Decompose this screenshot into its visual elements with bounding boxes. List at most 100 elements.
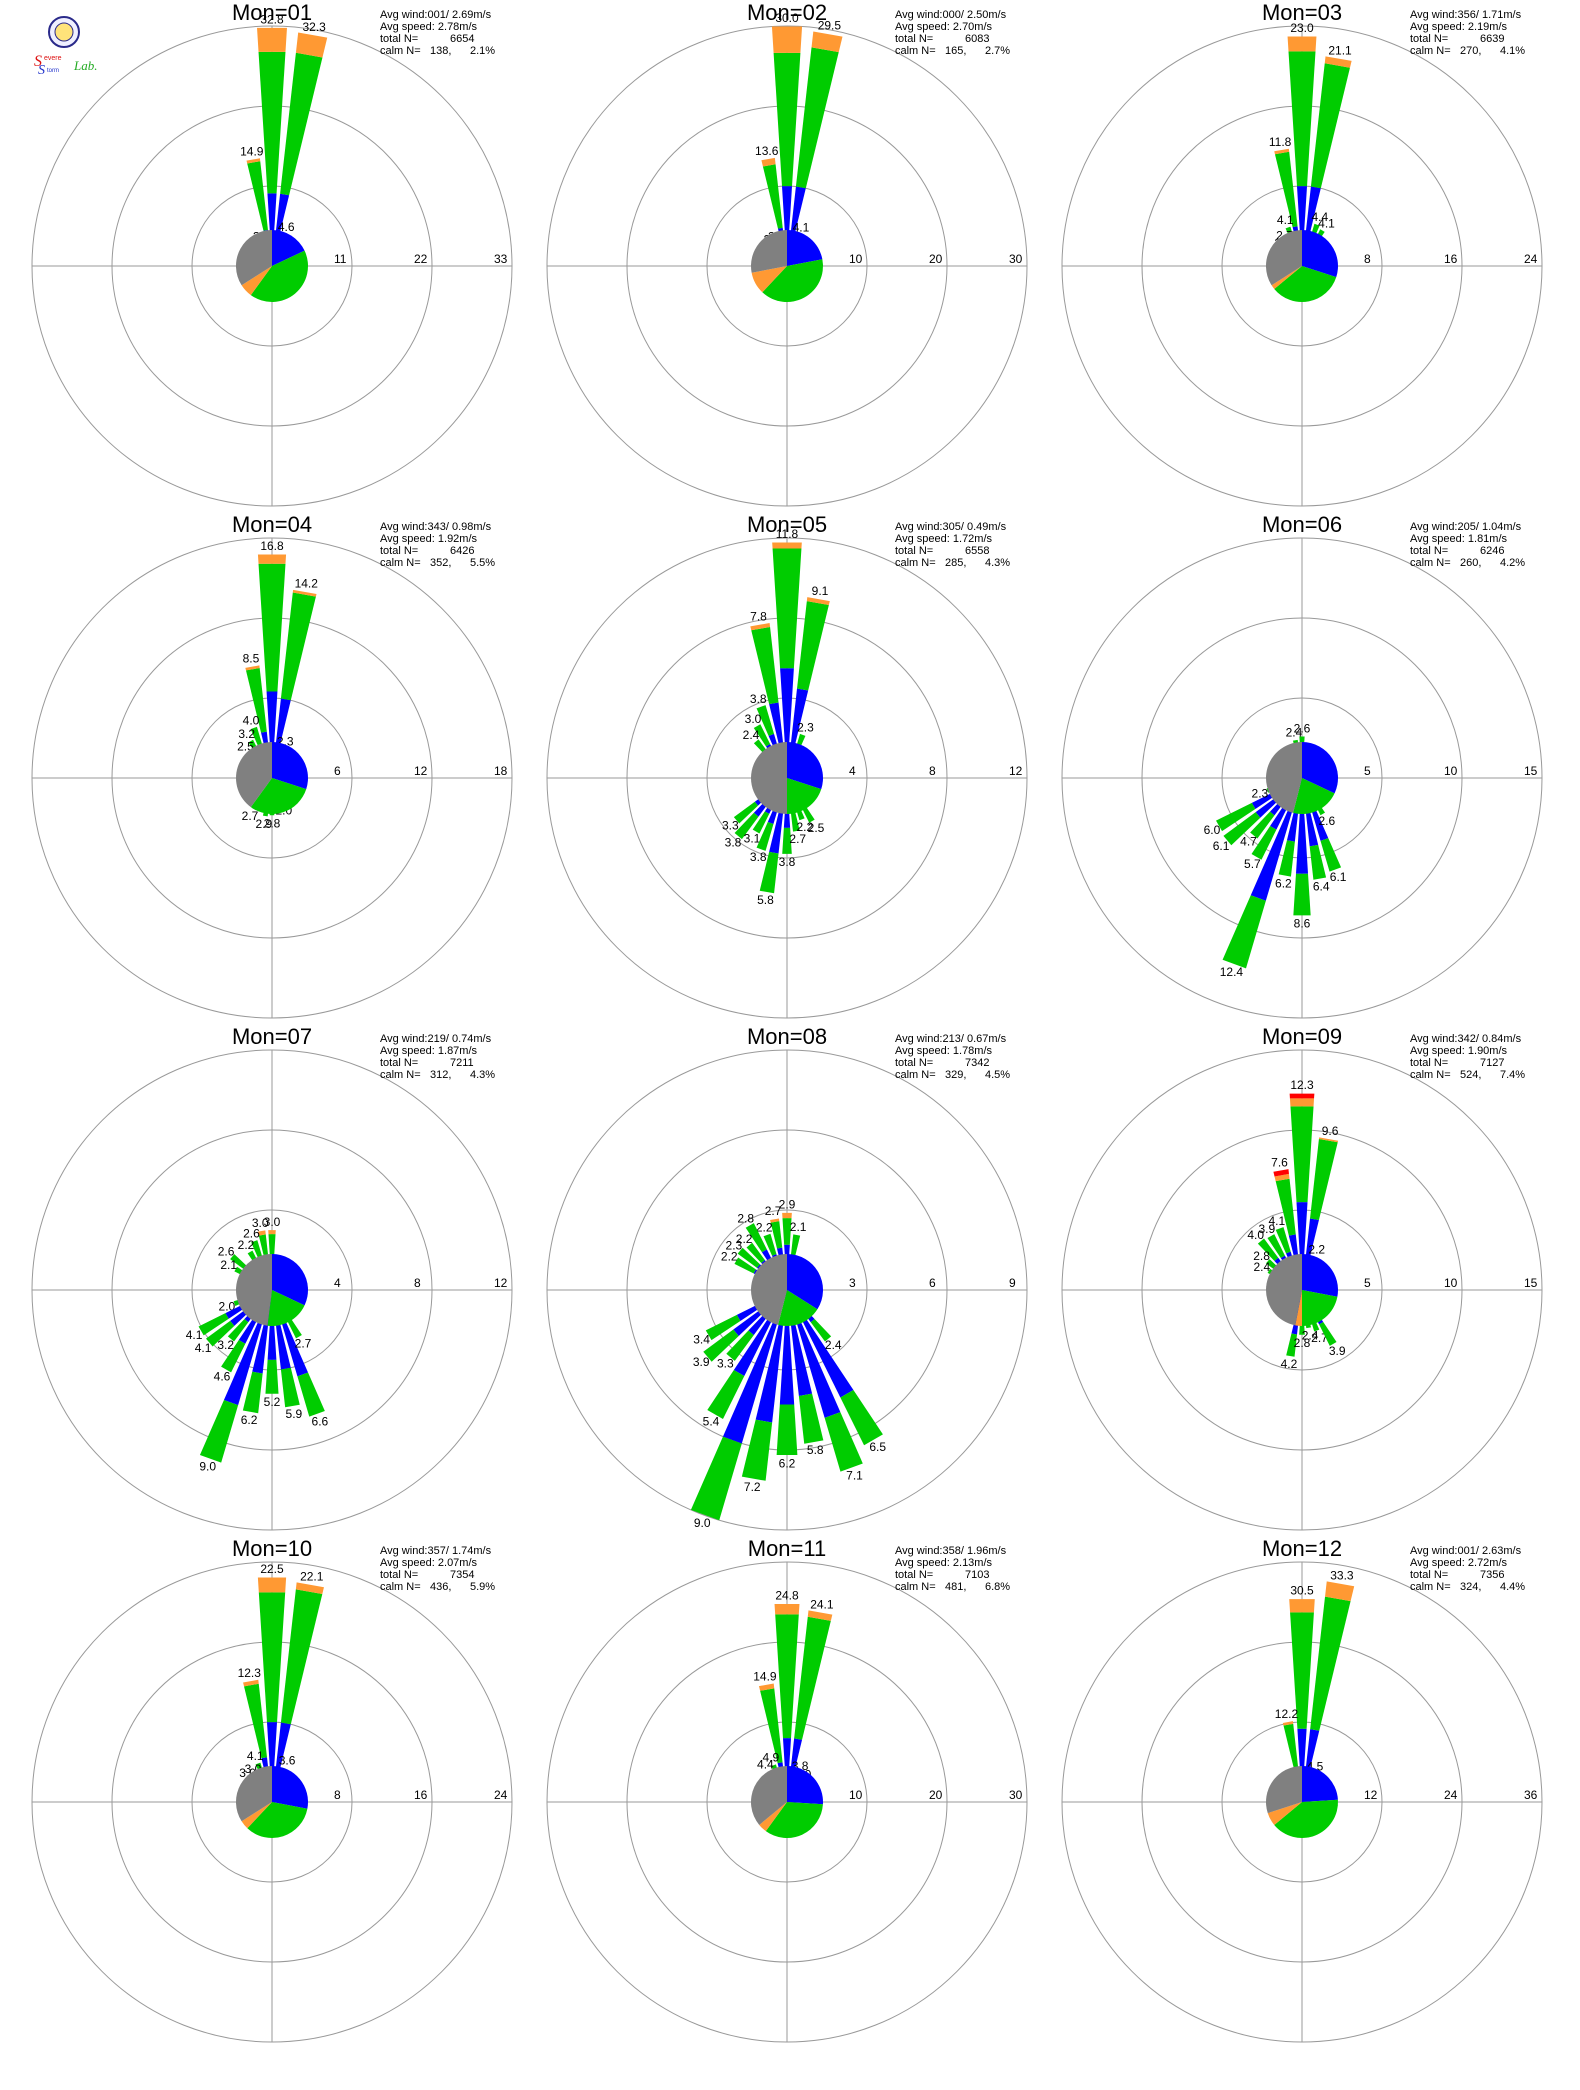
wind-rose-9: 5 10 1512.39.67.64.13.94.02.82.42.24.22.82… — [1061, 1024, 1543, 1531]
bar-label: 33.3 — [1330, 1568, 1354, 1582]
bar-segment — [782, 1212, 792, 1219]
rose-title: Mon=01 — [232, 0, 312, 25]
ring-tick-label: 36 — [1524, 1788, 1538, 1802]
bar-segment — [257, 1577, 287, 1593]
bar-label: 2.9 — [779, 1198, 796, 1212]
bar-segment — [198, 1313, 229, 1336]
range-ring-3 — [546, 1561, 1028, 2043]
bar-segment — [761, 157, 776, 167]
stat-calm-pct: 6.8% — [985, 1581, 1010, 1593]
pie-slice — [787, 778, 822, 814]
bar-segment — [1290, 1612, 1314, 1729]
bar-segment — [737, 1247, 760, 1268]
bar-label: 4.1 — [1268, 1214, 1285, 1228]
bar-segment — [267, 193, 277, 266]
bar-segment — [780, 668, 794, 778]
stat-calm-value: 285, — [945, 557, 966, 569]
bar-segment — [1310, 1138, 1338, 1221]
pie-slice — [1274, 1799, 1338, 1838]
bar-segment — [759, 851, 779, 894]
bar-label: 2.9 — [256, 817, 273, 831]
bar-segment — [244, 1683, 267, 1759]
bar-segment — [733, 801, 759, 824]
bar-segment — [243, 1679, 259, 1687]
bar-label: 2.1 — [220, 1258, 237, 1272]
stat-calm-value: 329, — [945, 1069, 966, 1081]
bar-segment — [760, 1688, 783, 1764]
stat-avg-speed: Avg speed: 1.87m/s — [380, 1045, 478, 1057]
bar-label: 2.4 — [1286, 725, 1303, 739]
bar-segment — [1278, 840, 1295, 877]
stat-avg-wind: Avg wind:001/ 2.69m/s — [380, 9, 492, 21]
bar-segment — [1289, 1599, 1315, 1613]
bar-label: 4.4 — [1311, 210, 1328, 224]
stat-avg-wind: Avg wind:343/ 0.98m/s — [380, 521, 492, 533]
bar-segment — [726, 1330, 754, 1361]
stat-total-value: 6654 — [450, 33, 474, 45]
stat-calm-value: 260, — [1460, 557, 1481, 569]
pie-slice — [1274, 266, 1337, 302]
bar-segment — [1319, 1321, 1337, 1346]
bar-label: 7.6 — [1271, 1155, 1288, 1169]
bar-segment — [1296, 186, 1308, 266]
bar-label: 2.3 — [726, 1238, 743, 1252]
bar-label: 2.4 — [825, 1338, 842, 1352]
logo-lab: Lab. — [73, 58, 97, 73]
ring-tick-label: 8 — [929, 764, 936, 778]
pie-slice-gray — [236, 1254, 272, 1326]
bar-label: 3.8 — [725, 835, 742, 849]
bar-segment — [758, 1683, 775, 1691]
bar-segment — [205, 1320, 235, 1347]
pie-slice — [1302, 1290, 1338, 1326]
bar-segment — [221, 1339, 246, 1373]
logo-seal-inner — [54, 22, 74, 42]
range-ring-3 — [1061, 1049, 1543, 1531]
stat-calm-pct: 2.1% — [470, 45, 495, 57]
bar-label: 7.2 — [744, 1480, 761, 1494]
bar-label: 8.6 — [1294, 917, 1311, 931]
bar-segment — [734, 812, 759, 840]
stat-calm-label: calm N= — [1410, 45, 1451, 57]
bar-segment — [790, 1234, 801, 1257]
range-ring-3 — [31, 537, 513, 1019]
bar-segment — [1310, 63, 1350, 189]
pie-slice — [250, 778, 307, 814]
bar-label: 30.5 — [1290, 1584, 1314, 1598]
stat-total-value: 7103 — [965, 1569, 989, 1581]
ring-tick-label: 8 — [1364, 252, 1371, 266]
stat-calm-pct: 4.5% — [985, 1069, 1010, 1081]
ring-tick-label: 18 — [494, 764, 508, 778]
pie-slice-gray — [751, 1766, 787, 1825]
bar-label: 9.0 — [199, 1460, 216, 1474]
bar-segment — [1283, 1723, 1300, 1777]
bar-segment — [741, 1419, 773, 1481]
stat-calm-label: calm N= — [895, 1069, 936, 1081]
bar-segment — [266, 1722, 278, 1802]
bar-label: 2.2 — [1308, 1242, 1325, 1256]
stat-calm-value: 352, — [430, 557, 451, 569]
bar-segment — [810, 1318, 832, 1342]
ring-tick-label: 30 — [1009, 1788, 1023, 1802]
ring-tick-label: 8 — [414, 1276, 421, 1290]
bar-label: 12.4 — [1220, 965, 1244, 979]
bar-segment — [1295, 778, 1309, 874]
bar-segment — [1223, 812, 1261, 846]
bar-label: 3.9 — [1258, 1222, 1275, 1236]
stat-total-label: total N= — [1410, 1057, 1448, 1069]
bar-label: 2.4 — [1302, 1329, 1319, 1343]
bar-segment — [770, 1218, 780, 1223]
bar-label: 2.4 — [1253, 1260, 1270, 1274]
bar-label: 3.9 — [693, 1355, 710, 1369]
pie-slice — [1271, 266, 1302, 289]
ring-tick-label: 20 — [929, 252, 943, 266]
ring-tick-label: 5 — [1364, 764, 1371, 778]
range-ring-2 — [1141, 617, 1463, 939]
bar-segment — [257, 554, 287, 564]
range-ring-3 — [1061, 25, 1543, 507]
stat-calm-pct: 7.4% — [1500, 1069, 1525, 1081]
bar-segment — [795, 47, 839, 189]
stat-calm-pct: 5.9% — [470, 1581, 495, 1593]
bar-segment — [1274, 151, 1298, 228]
bar-segment — [775, 1614, 799, 1739]
